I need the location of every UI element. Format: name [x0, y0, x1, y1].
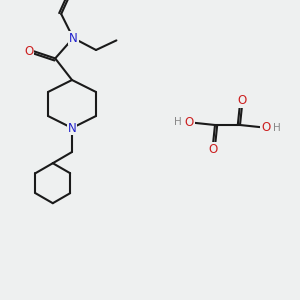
Text: O: O — [261, 121, 270, 134]
Text: H: H — [273, 123, 281, 134]
Text: H: H — [174, 117, 182, 127]
Text: N: N — [69, 32, 78, 44]
Text: N: N — [68, 122, 76, 134]
Text: O: O — [208, 143, 217, 156]
Text: O: O — [237, 94, 247, 107]
Text: O: O — [184, 116, 194, 129]
Text: O: O — [24, 45, 33, 58]
